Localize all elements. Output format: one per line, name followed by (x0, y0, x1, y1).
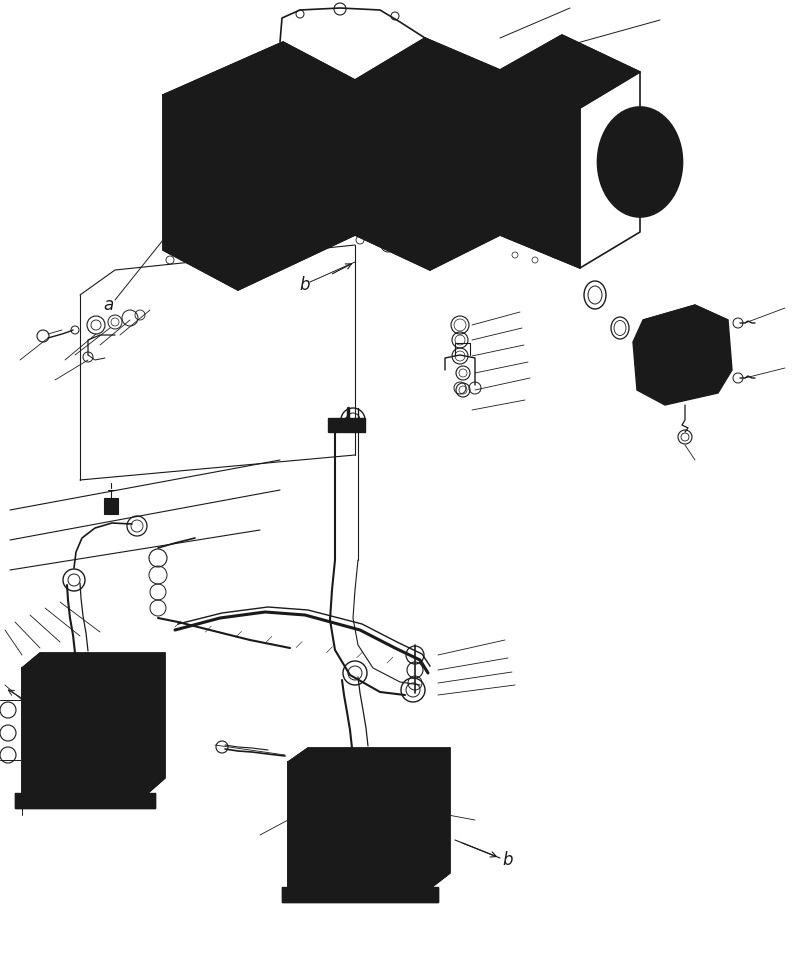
Polygon shape (238, 80, 355, 290)
Polygon shape (500, 35, 640, 108)
Polygon shape (282, 887, 438, 902)
Polygon shape (22, 653, 165, 668)
Polygon shape (355, 80, 430, 270)
Polygon shape (288, 762, 432, 887)
Polygon shape (355, 38, 500, 115)
Text: b: b (502, 851, 513, 869)
Polygon shape (22, 668, 148, 793)
Polygon shape (163, 95, 238, 290)
Polygon shape (500, 70, 580, 268)
Polygon shape (328, 418, 365, 432)
Polygon shape (163, 42, 355, 133)
Polygon shape (104, 498, 118, 514)
Text: a: a (103, 296, 113, 314)
Polygon shape (633, 305, 732, 405)
Polygon shape (15, 793, 155, 808)
Polygon shape (643, 305, 728, 335)
Text: b: b (300, 276, 310, 294)
Polygon shape (288, 748, 450, 762)
Polygon shape (430, 70, 500, 270)
Polygon shape (432, 748, 450, 887)
Ellipse shape (598, 107, 683, 217)
Polygon shape (148, 653, 165, 793)
